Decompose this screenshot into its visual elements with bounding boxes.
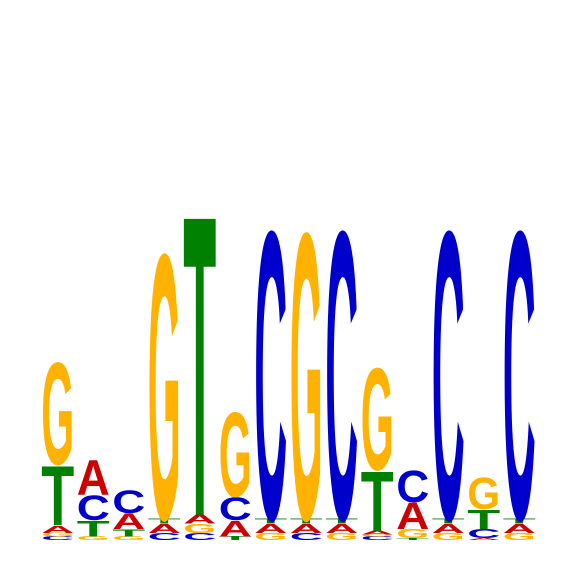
logo-letter-C-pos11-4: C <box>396 461 429 512</box>
logo-letter-G-pos8-4: G <box>290 147 323 566</box>
logo-letter-T-pos1-4: T <box>41 449 74 545</box>
logo-letter-G-pos12-1: G <box>432 531 465 542</box>
logo-letter-G-pos5-2: G <box>183 522 216 536</box>
logo-letter-A-pos6-2: A <box>219 516 252 542</box>
logo-letter-C-pos2-3: C <box>77 488 110 528</box>
logo-letter-C-pos7-4: C <box>254 146 287 566</box>
logo-letter-A-pos11-3: A <box>396 495 429 537</box>
logo-letter-A-pos4-2: A <box>148 522 181 536</box>
logo-letter-G-pos14-1: G <box>503 531 536 542</box>
logo-letter-C-pos10-1: C <box>361 536 394 542</box>
logo-letter-C-pos5-1: C <box>183 531 216 542</box>
logo-letter-A-pos3-3: A <box>112 508 145 534</box>
logo-letter-C-pos14-4: C <box>503 146 536 566</box>
logo-letter-T-pos5-4: T <box>183 126 216 566</box>
logo-letter-A-pos9-2: A <box>325 522 358 536</box>
logo-letter-T-pos11-1: T <box>396 538 429 541</box>
logo-letter-A-pos2-4: A <box>77 451 110 506</box>
logo-letter-C-pos13-2: C <box>467 527 500 541</box>
logo-letter-C-pos3-4: C <box>112 484 145 520</box>
logo-letter-G-pos11-2: G <box>396 527 429 541</box>
logo-letter-G-pos7-1: G <box>254 531 287 542</box>
logo-letter-T-pos2-2: T <box>77 516 110 541</box>
logo-letter-T-pos7-3: T <box>254 517 288 525</box>
logo-letter-A-pos10-3: A <box>361 530 394 536</box>
logo-letter-T-pos3-2: T <box>112 528 145 539</box>
logo-letter-A-pos8-2: A <box>290 522 323 536</box>
logo-letter-A-pos14-2: A <box>503 522 536 536</box>
logo-letter-C-pos1-1: C <box>41 536 74 542</box>
logo-letter-T-pos14-3: T <box>503 517 537 525</box>
logo-letter-C-pos4-1: C <box>148 531 181 542</box>
logo-letter-T-pos13-3: T <box>467 505 500 536</box>
logo-letter-G-pos3-1: G <box>112 536 145 541</box>
logo-letter-A-pos5-3: A <box>183 513 216 527</box>
logo-letter-T-pos4-3: T <box>148 517 182 525</box>
logo-letter-T-pos6-1: T <box>219 536 253 542</box>
logo-letter-T-pos9-3: T <box>325 517 359 525</box>
logo-letter-C-pos9-4: C <box>325 146 358 566</box>
logo-letter-G-pos6-4: G <box>219 388 252 523</box>
logo-letter-C-pos6-3: C <box>219 491 252 527</box>
logo-letter-G-pos1-2: G <box>41 532 74 537</box>
logo-letter-C-pos12-4: C <box>432 146 465 566</box>
logo-letter-T-pos12-3: T <box>432 517 466 525</box>
logo-letter-A-pos13-1: A <box>467 538 500 541</box>
logo-letter-T-pos10-4: T <box>361 454 394 550</box>
logo-letter-G-pos13-4: G <box>467 469 500 520</box>
logo-letter-G-pos9-1: G <box>325 531 358 542</box>
logo-letter-A-pos7-2: A <box>254 522 287 536</box>
logo-letter-G-pos10-5: G <box>361 338 394 501</box>
logo-letter-G-pos1-5: G <box>41 332 74 495</box>
logo-letter-C-pos8-1: C <box>290 531 323 542</box>
logo-letter-T-pos8-3: T <box>290 517 324 525</box>
logo-letter-G-pos4-4: G <box>148 177 181 566</box>
logo-letter-A-pos12-2: A <box>432 522 465 536</box>
logo-letter-A-pos1-3: A <box>41 524 74 535</box>
logo-letter-G-pos10-2: G <box>361 534 394 537</box>
logo-letter-G-pos2-1: G <box>77 536 110 541</box>
